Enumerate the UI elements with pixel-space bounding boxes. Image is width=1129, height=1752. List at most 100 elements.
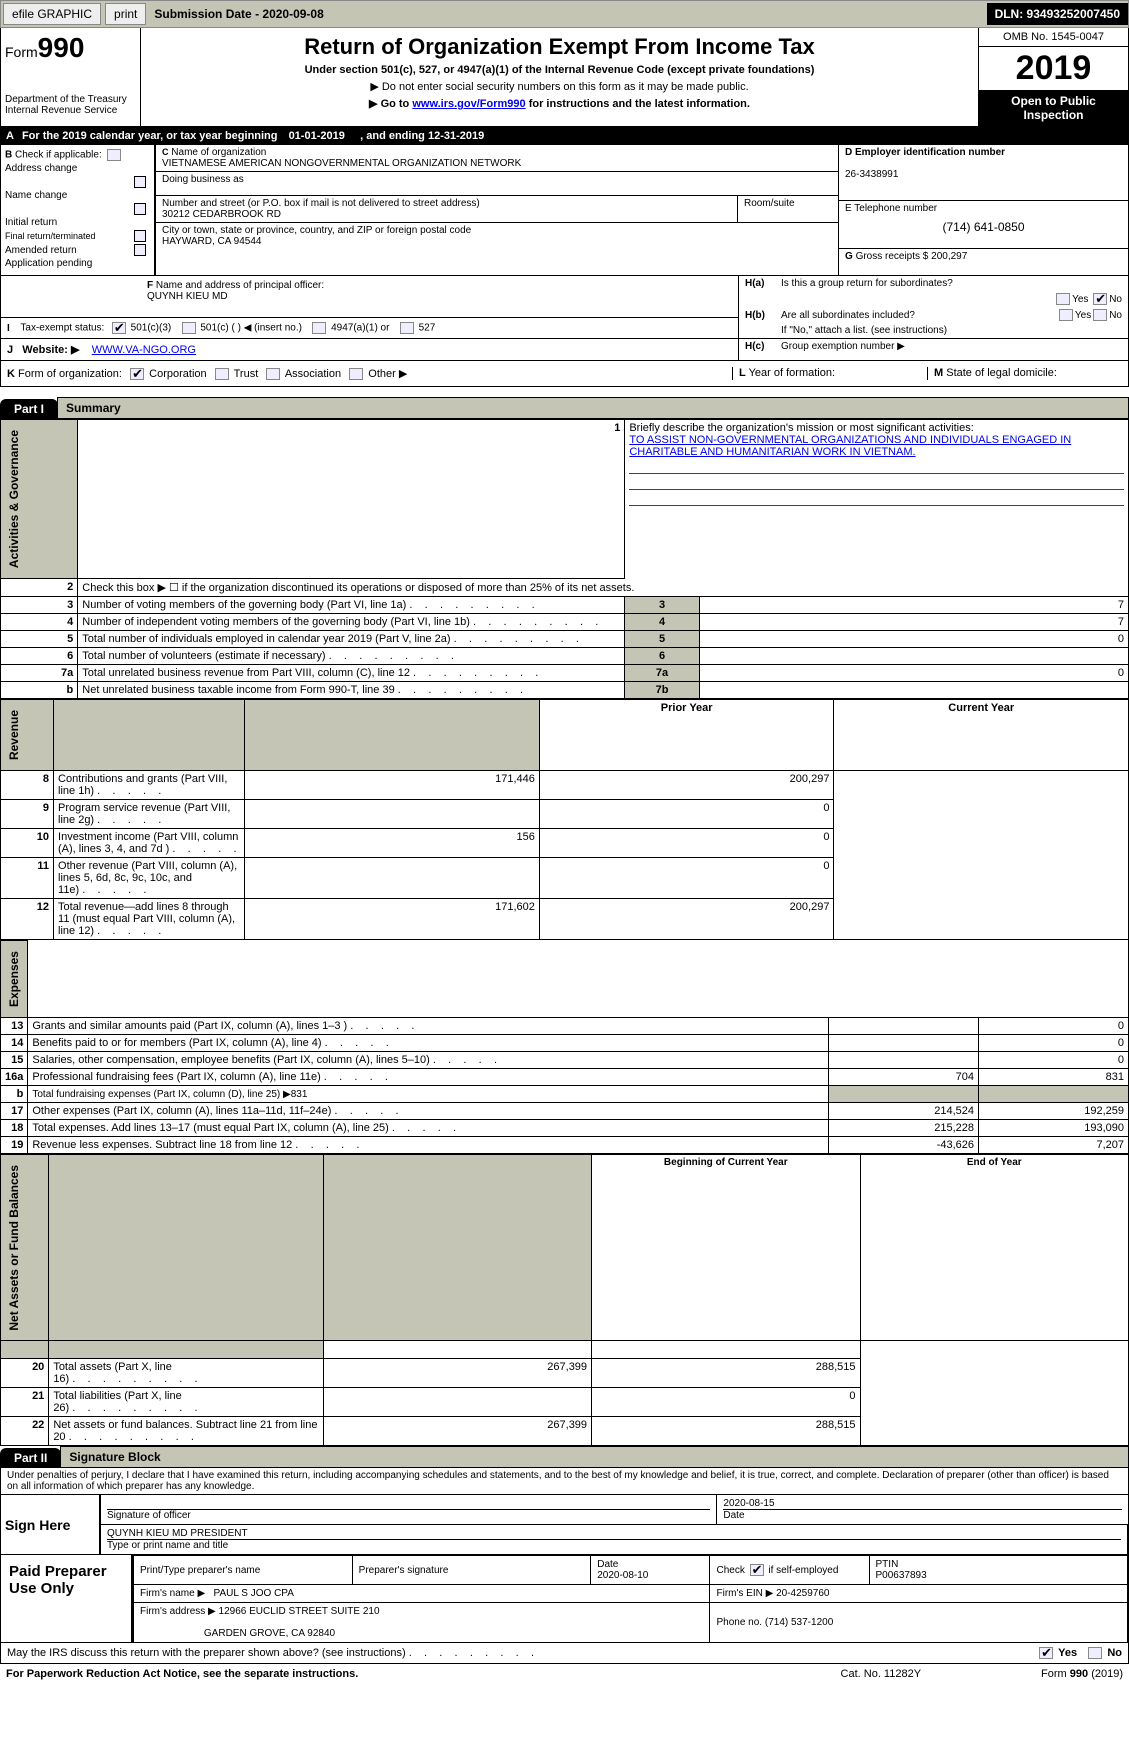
table-cell: 7,207: [979, 1136, 1129, 1153]
table-cell: [699, 681, 1128, 698]
checkbox-no[interactable]: [1088, 1647, 1102, 1659]
table-cell: 0: [979, 1034, 1129, 1051]
tel-label: E Telephone number: [845, 203, 937, 214]
table-cell: [245, 857, 540, 898]
row-fij: F Name and address of principal officer:…: [0, 276, 1129, 361]
checkbox[interactable]: [1056, 293, 1070, 305]
officer-name-title: QUYNH KIEU MD PRESIDENT: [107, 1528, 248, 1539]
table-cell: 0: [979, 1051, 1129, 1068]
checkbox[interactable]: [266, 368, 280, 380]
goto-note: ▶ Go to www.irs.gov/Form990 for instruct…: [151, 97, 968, 110]
table-cell: 156: [245, 828, 540, 857]
table-cell: 171,446: [245, 770, 540, 799]
checkbox[interactable]: [312, 322, 326, 334]
table-cell: 0: [699, 630, 1128, 647]
dept-treasury: Department of the TreasuryInternal Reven…: [5, 94, 136, 116]
table-cell: 192,259: [979, 1102, 1129, 1119]
check-address: Address change: [5, 163, 77, 174]
ssn-note: ▶ Do not enter social security numbers o…: [151, 80, 968, 93]
table-cell: 214,524: [829, 1102, 979, 1119]
checkbox-corp[interactable]: [130, 368, 144, 380]
table-cell: 7: [699, 613, 1128, 630]
checkbox-yes[interactable]: [1039, 1647, 1053, 1659]
table-cell: 831: [979, 1068, 1129, 1085]
check-initial: Initial return: [5, 217, 57, 228]
checkbox[interactable]: [1093, 309, 1107, 321]
officer-name: QUYNH KIEU MD: [147, 291, 228, 302]
submission-date: Submission Date - 2020-09-08: [148, 4, 329, 24]
tel-value: (714) 641-0850: [845, 220, 1122, 234]
sig-date: 2020-08-15: [723, 1498, 774, 1509]
table-cell: 704: [829, 1068, 979, 1085]
check-self: Check if self-employed: [716, 1565, 838, 1576]
checkbox[interactable]: [215, 368, 229, 380]
ein-label: D Employer identification number: [845, 147, 1005, 158]
gross-receipts: 200,297: [931, 251, 967, 262]
prep-date: 2020-08-10: [597, 1570, 648, 1581]
checkbox[interactable]: [107, 149, 121, 161]
table-cell: -43,626: [829, 1136, 979, 1153]
open-public: Open to Public Inspection: [979, 90, 1128, 126]
table-cell: [829, 1034, 979, 1051]
table-cell: 0: [699, 664, 1128, 681]
city-state-zip: HAYWARD, CA 94544: [162, 236, 261, 247]
print-button[interactable]: print: [105, 3, 146, 25]
row-a: A For the 2019 calendar year, or tax yea…: [0, 127, 1129, 145]
part1-header: Part I Summary: [0, 397, 1129, 419]
net-table: Net Assets or Fund Balances Beginning of…: [0, 1154, 1129, 1447]
check-amended: Amended return: [5, 245, 77, 256]
checkbox[interactable]: [134, 244, 146, 256]
revenue-table: Revenue Prior Year Current Year 8Contrib…: [0, 699, 1129, 940]
mission-link[interactable]: TO ASSIST NON-GOVERNMENTAL ORGANIZATIONS…: [629, 434, 1071, 458]
footer: For Paperwork Reduction Act Notice, see …: [0, 1664, 1129, 1684]
table-cell: 200,297: [539, 898, 834, 939]
org-name: VIETNAMESE AMERICAN NONGOVERNMENTAL ORGA…: [162, 158, 521, 169]
vert-net: Net Assets or Fund Balances: [1, 1154, 49, 1341]
check-pending: Application pending: [5, 258, 92, 269]
sign-here-area: Sign Here Signature of officer 2020-08-1…: [0, 1495, 1129, 1555]
vert-ag: Activities & Governance: [1, 420, 78, 579]
street-address: 30212 CEDARBROOK RD: [162, 209, 281, 220]
checkbox-self[interactable]: [750, 1564, 764, 1576]
table-cell: 7: [699, 596, 1128, 613]
ptin: P00637893: [876, 1570, 927, 1581]
check-name: Name change: [5, 190, 67, 201]
checkbox[interactable]: [134, 230, 146, 242]
paid-preparer-area: Paid Preparer Use Only Print/Type prepar…: [0, 1555, 1129, 1643]
tax-year: 2019: [979, 47, 1128, 90]
checkbox[interactable]: [349, 368, 363, 380]
table-cell: 267,399: [323, 1417, 591, 1446]
omb-number: OMB No. 1545-0047: [979, 28, 1128, 47]
check-final: Final return/terminated: [5, 231, 96, 241]
form-number: Form990: [5, 32, 136, 64]
checkbox[interactable]: [134, 176, 146, 188]
irs-link[interactable]: www.irs.gov/Form990: [412, 98, 525, 110]
efile-button[interactable]: efile GRAPHIC: [3, 3, 101, 25]
checkbox-501c3[interactable]: [112, 322, 126, 334]
table-cell: 193,090: [979, 1119, 1129, 1136]
table-cell: [829, 1051, 979, 1068]
table-cell: 0: [539, 799, 834, 828]
dba-label: Doing business as: [162, 174, 244, 185]
section-b: B Check if applicable: Address change Na…: [0, 145, 1129, 276]
table-cell: 171,602: [245, 898, 540, 939]
expenses-table: Expenses 13Grants and similar amounts pa…: [0, 940, 1129, 1154]
checkbox[interactable]: [134, 203, 146, 215]
checkbox[interactable]: [400, 322, 414, 334]
firm-ein: 20-4259760: [776, 1588, 829, 1599]
dln: DLN: 93493252007450: [987, 3, 1128, 25]
checkbox[interactable]: [182, 322, 196, 334]
table-cell: 0: [592, 1388, 860, 1417]
checkbox-no[interactable]: [1093, 293, 1107, 305]
form-title: Return of Organization Exempt From Incom…: [151, 34, 968, 60]
table-cell: 200,297: [539, 770, 834, 799]
website-link[interactable]: WWW.VA-NGO.ORG: [92, 344, 196, 356]
perjury-text: Under penalties of perjury, I declare th…: [0, 1468, 1129, 1495]
firm-name: PAUL S JOO CPA: [214, 1588, 294, 1599]
may-irs-row: May the IRS discuss this return with the…: [0, 1643, 1129, 1664]
form-header: Form990 Department of the TreasuryIntern…: [0, 28, 1129, 127]
room-suite: Room/suite: [738, 196, 838, 223]
table-cell: 0: [979, 1017, 1129, 1034]
checkbox[interactable]: [1059, 309, 1073, 321]
table-cell: 267,399: [323, 1359, 591, 1388]
